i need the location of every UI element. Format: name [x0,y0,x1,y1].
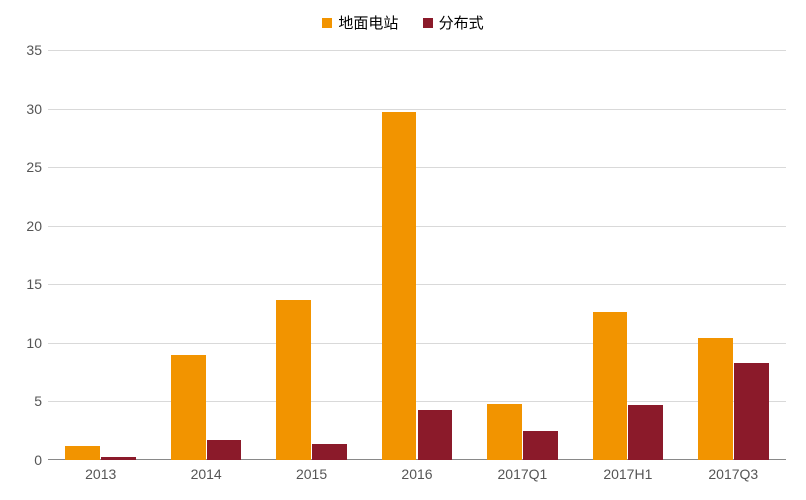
gridline [48,226,786,227]
bar-series-2 [101,457,136,461]
x-tick-label: 2014 [191,466,222,482]
x-tick-label: 2013 [85,466,116,482]
bar-series-2 [418,410,453,460]
legend-swatch-series-2 [423,18,433,28]
gridline [48,401,786,402]
bar-series-2 [734,363,769,460]
bar-series-2 [523,431,558,460]
bar-series-2 [207,440,242,460]
y-tick-label: 10 [8,335,42,351]
bar-series-2 [312,444,347,460]
bar-series-1 [65,446,100,460]
x-axis-labels: 2013 2014 2015 2016 2017Q1 2017H1 2017Q3 [48,466,786,488]
bar-series-1 [698,338,733,460]
y-tick-label: 5 [8,393,42,409]
legend-label-series-1: 地面电站 [338,12,398,33]
y-tick-label: 35 [8,42,42,58]
bar-series-1 [487,404,522,460]
y-tick-label: 30 [8,101,42,117]
x-tick-label: 2015 [296,466,327,482]
bar-series-1 [171,355,206,460]
legend-swatch-series-1 [322,18,332,28]
chart-container: 地面电站 分布式 05101520253035 2013201420152016… [0,0,806,500]
bar-series-2 [628,405,663,460]
x-tick-label: 2017Q3 [708,466,758,482]
y-tick-label: 0 [8,452,42,468]
legend: 地面电站 分布式 [0,12,806,33]
bar-series-1 [382,112,417,460]
y-tick-label: 15 [8,276,42,292]
legend-item-series-1: 地面电站 [322,12,398,33]
x-tick-label: 2017Q1 [498,466,548,482]
legend-item-series-2: 分布式 [423,12,484,33]
x-tick-label: 2016 [401,466,432,482]
gridline [48,109,786,110]
gridline [48,284,786,285]
gridline [48,50,786,51]
plot-area: 05101520253035 [48,50,786,460]
legend-label-series-2: 分布式 [439,12,484,33]
y-tick-label: 25 [8,159,42,175]
x-tick-label: 2017H1 [603,466,652,482]
gridline [48,343,786,344]
gridline [48,167,786,168]
y-tick-label: 20 [8,218,42,234]
bar-series-1 [593,312,628,460]
bar-series-1 [276,300,311,460]
